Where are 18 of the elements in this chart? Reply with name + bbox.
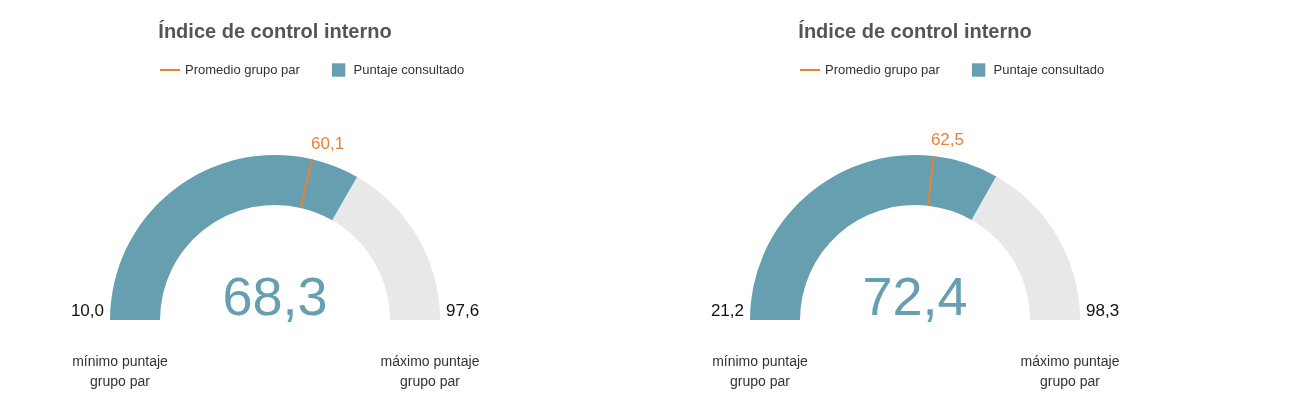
chart-title: Índice de control interno (158, 20, 392, 42)
text: máximo puntaje grupo par (380, 353, 480, 389)
text: máximo puntaje grupo par (1020, 353, 1120, 389)
text: 72,4 (862, 266, 968, 326)
chart-title: Índice de control interno (798, 20, 1032, 42)
text: 10,0 (70, 301, 104, 320)
text: mínimo puntaje grupo par (72, 353, 169, 389)
text: 97,6 (446, 301, 480, 320)
text: mínimo puntaje grupo par (712, 353, 809, 389)
text: 62,5 (930, 130, 964, 150)
text: Promedio grupo par (185, 62, 301, 77)
text: 68,3 (222, 266, 328, 326)
text: Promedio grupo par (825, 62, 941, 77)
text: 60,1 (311, 133, 345, 153)
text: 21,2 (710, 301, 744, 320)
legend-label: Puntaje consultado (353, 62, 465, 77)
legend-label: Puntaje consultado (993, 62, 1105, 77)
text: 98,3 (1086, 301, 1120, 320)
